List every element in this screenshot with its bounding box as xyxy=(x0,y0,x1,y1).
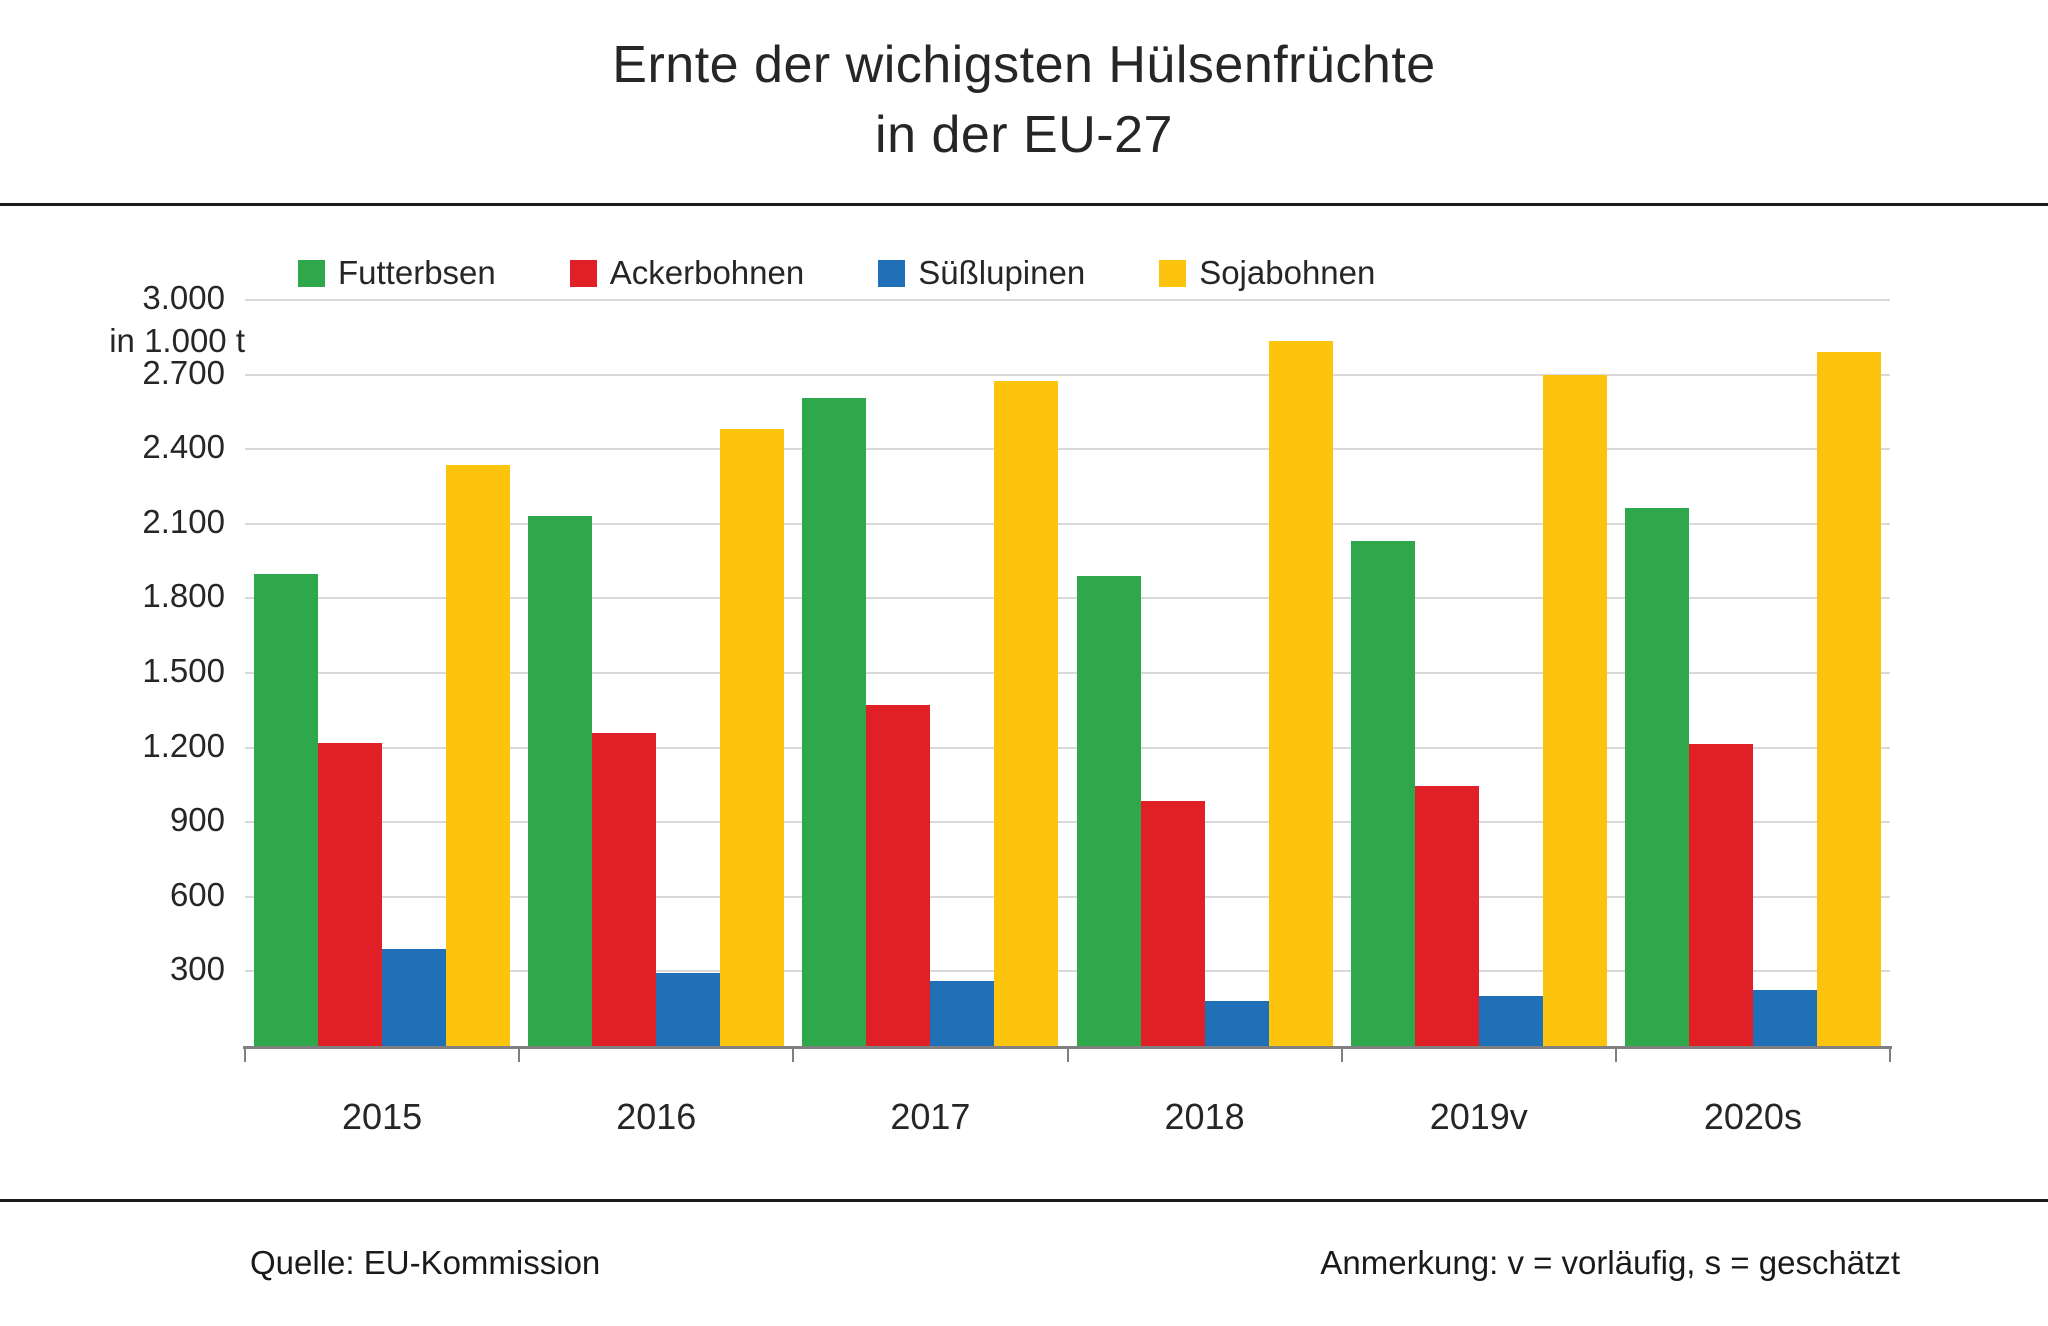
x-axis-label-2020s: 2020s xyxy=(1703,1096,1802,1137)
gridline xyxy=(245,970,1890,973)
legend-swatch-icon xyxy=(569,259,597,287)
bar-sojabohnen-2018 xyxy=(1268,341,1333,1046)
legend-label: Futterbsen xyxy=(338,254,496,291)
gridline xyxy=(245,448,1890,451)
gridline xyxy=(245,672,1890,674)
gridline xyxy=(245,373,1890,376)
legend-item-ackerbohnen: Ackerbohnen xyxy=(569,254,805,292)
bar-futterbsen-2020s xyxy=(1624,507,1689,1046)
x-axis-tick xyxy=(1340,1046,1343,1062)
gridline xyxy=(245,299,1890,301)
y-axis-tick-label: 1.800 xyxy=(142,577,225,615)
x-axis-label-2019v: 2019v xyxy=(1429,1096,1528,1137)
bar-ackerbohnen-2018 xyxy=(1140,801,1205,1046)
bar-süßlupinen-2020s xyxy=(1752,990,1817,1046)
y-axis-tick-label: 1.200 xyxy=(142,726,225,764)
bar-futterbsen-2017 xyxy=(802,398,867,1046)
legend-label: Sojabohnen xyxy=(1199,254,1376,291)
legend-label: Ackerbohnen xyxy=(609,254,805,291)
legend-swatch-icon xyxy=(1159,259,1187,287)
bar-ackerbohnen-2015 xyxy=(318,742,383,1046)
bar-sojabohnen-2019v xyxy=(1542,374,1607,1046)
gridline xyxy=(245,821,1890,824)
y-axis-tick-label: 300 xyxy=(169,950,225,988)
y-axis-tick-label: 2.700 xyxy=(142,353,225,391)
legend-item-futterbsen: Futterbsen xyxy=(298,254,496,292)
bar-sojabohnen-2015 xyxy=(446,465,511,1046)
bar-süßlupinen-2016 xyxy=(656,972,721,1046)
legend-item-sojabohnen: Sojabohnen xyxy=(1159,254,1375,292)
footer-source: Quelle: EU-Kommission xyxy=(250,1244,601,1281)
chart-title-line1: Ernte der wichigsten Hülsenfrüchte xyxy=(612,36,1436,94)
bar-ackerbohnen-2019v xyxy=(1414,786,1479,1046)
bar-ackerbohnen-2017 xyxy=(866,705,931,1046)
chart-title-line2: in der EU-27 xyxy=(875,106,1173,164)
y-axis-tick-label: 1.500 xyxy=(142,652,225,689)
bar-futterbsen-2015 xyxy=(254,573,319,1046)
legend-item-süßlupinen: Süßlupinen xyxy=(878,254,1085,292)
footer-note: Anmerkung: v = vorläufig, s = geschätzt xyxy=(1320,1244,1900,1281)
gridline xyxy=(245,895,1890,898)
legend-swatch-icon xyxy=(878,259,906,287)
bar-futterbsen-2019v xyxy=(1350,541,1415,1046)
legend-swatch-icon xyxy=(298,259,325,287)
y-axis-tick-label: 900 xyxy=(169,801,225,839)
y-axis-tick-label: 600 xyxy=(169,875,225,913)
bottom-divider xyxy=(0,1199,2048,1202)
x-axis-label-2015: 2015 xyxy=(342,1096,423,1137)
x-axis-tick xyxy=(244,1046,246,1062)
bar-süßlupinen-2015 xyxy=(382,949,447,1046)
gridline xyxy=(245,746,1890,749)
bar-futterbsen-2018 xyxy=(1076,576,1141,1046)
bar-süßlupinen-2019v xyxy=(1478,996,1543,1046)
bar-ackerbohnen-2020s xyxy=(1688,743,1753,1046)
y-axis-tick-label: 2.400 xyxy=(142,428,225,466)
bar-sojabohnen-2020s xyxy=(1816,352,1881,1046)
gridline xyxy=(245,597,1890,600)
bar-süßlupinen-2017 xyxy=(930,981,995,1046)
chart-title: Ernte der wichigsten Hülsenfrüchte in de… xyxy=(0,30,2048,170)
y-axis-tick-label: 3.000 xyxy=(142,279,225,316)
bar-ackerbohnen-2016 xyxy=(592,732,657,1046)
x-axis-tick xyxy=(792,1046,795,1062)
x-axis-tick xyxy=(1614,1046,1617,1062)
y-axis-unit-label: in 1.000 t xyxy=(109,322,245,359)
legend: Futterbsen Ackerbohnen Süßlupinen Sojabohne… xyxy=(298,254,1375,292)
x-axis-tick xyxy=(1066,1046,1069,1062)
bar-futterbsen-2016 xyxy=(528,516,593,1046)
x-axis-label-2016: 2016 xyxy=(616,1096,697,1137)
x-axis-tick xyxy=(518,1046,521,1062)
y-axis-tick-label: 2.100 xyxy=(142,502,225,540)
bar-süßlupinen-2018 xyxy=(1204,1001,1269,1046)
bar-sojabohnen-2017 xyxy=(994,380,1059,1046)
top-divider xyxy=(0,203,2048,206)
legend-label: Süßlupinen xyxy=(918,254,1086,291)
x-axis-label-2018: 2018 xyxy=(1164,1096,1245,1137)
x-axis-label-2017: 2017 xyxy=(890,1096,971,1137)
x-axis-tick xyxy=(1889,1046,1891,1062)
bar-sojabohnen-2016 xyxy=(720,429,785,1046)
gridline xyxy=(245,522,1890,525)
